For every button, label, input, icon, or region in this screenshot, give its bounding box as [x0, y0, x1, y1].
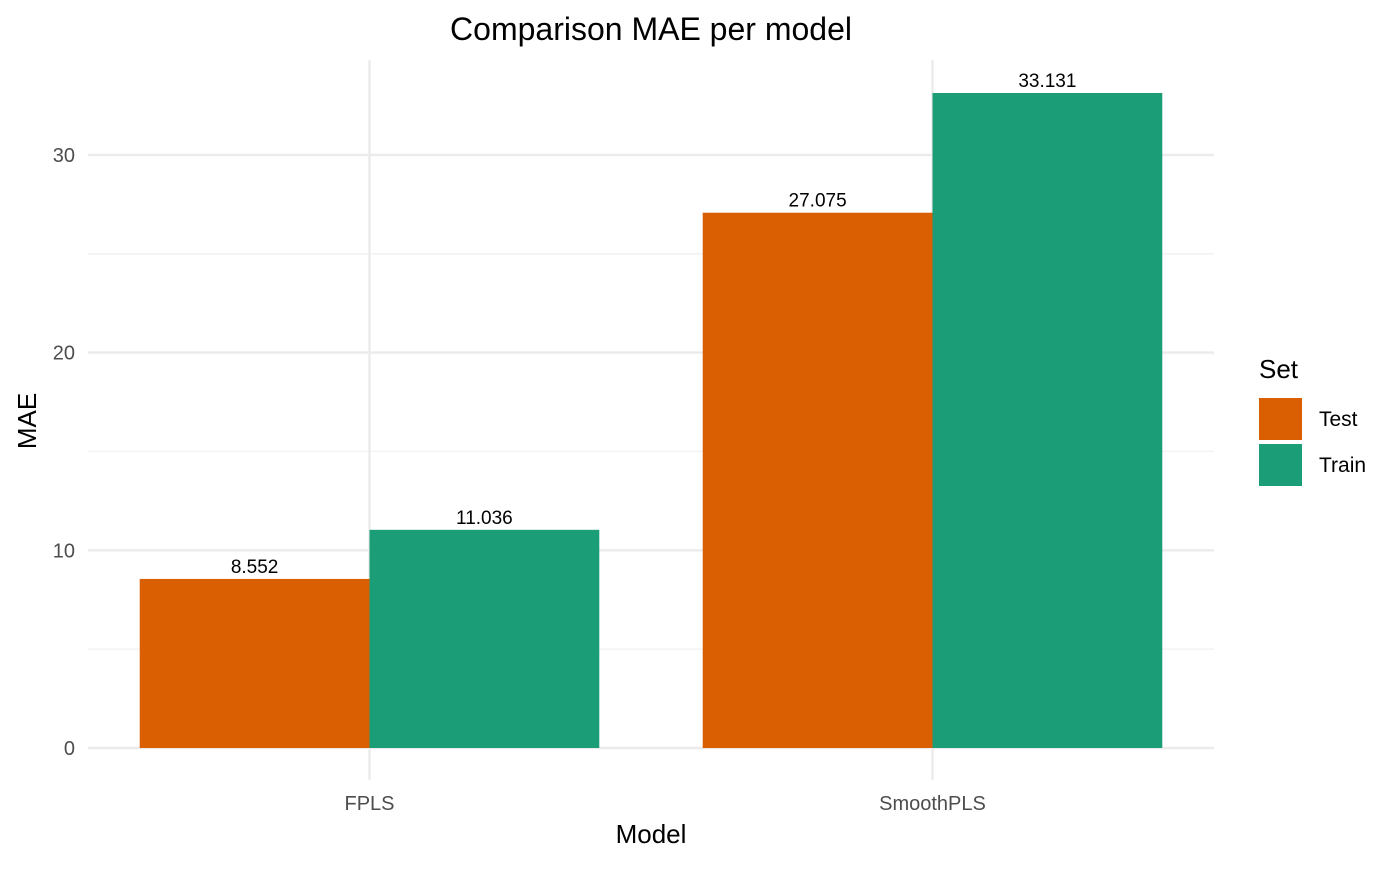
- bar-train-smoothpls: [932, 92, 1163, 748]
- legend-label-train: Train: [1319, 454, 1366, 477]
- legend-key-test: [1259, 398, 1302, 440]
- x-axis-title: Model: [616, 819, 687, 849]
- data-label-test-smoothpls: 27.075: [789, 191, 847, 212]
- y-tick-label: 0: [64, 738, 75, 760]
- legend-title: Set: [1259, 354, 1299, 384]
- chart-title: Comparison MAE per model: [450, 11, 852, 47]
- y-tick-label: 10: [53, 540, 75, 562]
- bars-layer: [139, 92, 1163, 749]
- legend-label-test: Test: [1319, 408, 1358, 431]
- bar-test-smoothpls: [702, 212, 933, 749]
- y-tick-label: 20: [53, 343, 75, 365]
- data-label-test-fpls: 8.552: [231, 557, 279, 578]
- bar-test-fpls: [139, 578, 370, 748]
- y-axis-title: MAE: [12, 393, 42, 449]
- axes-layer: 0 10 20 30 FPLS SmoothPLS: [53, 145, 986, 815]
- legend-items: Test Train: [1259, 398, 1366, 486]
- bar-train-fpls: [369, 529, 600, 748]
- data-labels-layer: 8.552 27.075 11.036 33.131: [231, 71, 1077, 578]
- data-label-train-fpls: 11.036: [456, 508, 513, 529]
- legend-key-train: [1259, 444, 1302, 486]
- x-tick-label: SmoothPLS: [879, 793, 986, 815]
- x-tick-label: FPLS: [344, 793, 394, 815]
- data-label-train-smoothpls: 33.131: [1018, 71, 1076, 92]
- legend: Set Test Train: [1259, 354, 1366, 486]
- y-tick-label: 30: [53, 145, 75, 167]
